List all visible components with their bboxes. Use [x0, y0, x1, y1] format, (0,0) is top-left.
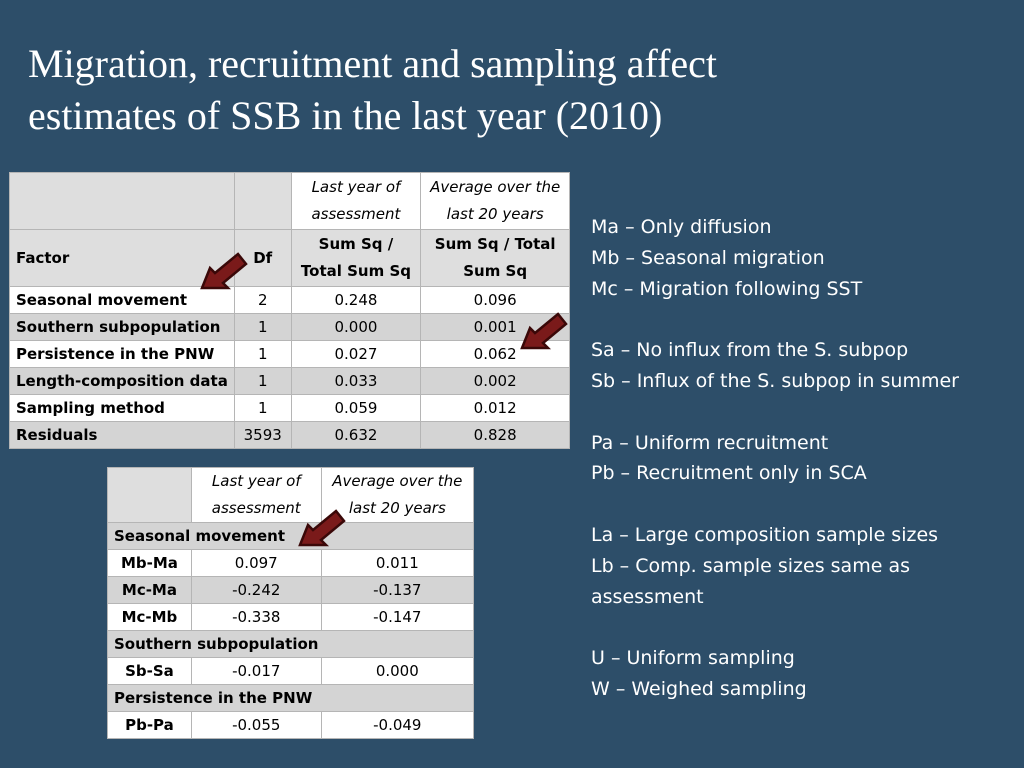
table-row: Residuals 3593 0.632 0.828	[9, 421, 570, 449]
anova-df: 1	[233, 394, 292, 422]
table-row: Mc-Ma -0.242 -0.137	[107, 576, 475, 604]
legend-mb: Mb – Seasonal migration	[591, 246, 825, 269]
table-row: Seasonal movement 2 0.248 0.096	[9, 286, 570, 314]
anova-last: 0.027	[290, 340, 422, 368]
legend-spacer	[591, 304, 1011, 335]
section-southern-subpopulation: Southern subpopulation	[107, 630, 474, 658]
table-row: Sb-Sa -0.017 0.000	[107, 657, 475, 685]
anova-df: 1	[233, 367, 292, 395]
slide-title: Migration, recruitment and sampling affe…	[28, 38, 988, 142]
contrast-label: Mb-Ma	[107, 549, 192, 577]
table-row: Length-composition data 1 0.033 0.002	[9, 367, 570, 395]
anova-last: 0.059	[290, 394, 422, 422]
legend-sb: Sb – Influx of the S. subpop in summer	[591, 369, 959, 392]
contrast-last: 0.097	[190, 549, 322, 577]
legend-w: W – Weighed sampling	[591, 677, 807, 700]
anova-factor: Persistence in the PNW	[9, 340, 235, 368]
anova-header-last-sumsq: Sum Sq / Total Sum Sq	[290, 229, 422, 287]
contrast-avg: -0.049	[320, 711, 475, 739]
anova-header-factor: Factor	[9, 229, 235, 287]
legend-mc: Mc – Migration following SST	[591, 277, 863, 300]
anova-avg: 0.012	[420, 394, 570, 422]
anova-df: 1	[233, 340, 292, 368]
contrast-last: -0.017	[190, 657, 322, 685]
table-row: Southern subpopulation 1 0.000 0.001	[9, 313, 570, 341]
contrast-last: -0.242	[190, 576, 322, 604]
legend-pa: Pa – Uniform recruitment	[591, 431, 829, 454]
legend-la: La – Large composition sample sizes	[591, 523, 939, 546]
anova-header-empty	[9, 172, 235, 230]
table-row: Sampling method 1 0.059 0.012	[9, 394, 570, 422]
contrast-avg: 0.000	[320, 657, 475, 685]
anova-last: 0.632	[290, 421, 422, 449]
contrast-label: Sb-Sa	[107, 657, 192, 685]
legend-pb: Pb – Recruitment only in SCA	[591, 462, 867, 485]
contrast-avg: -0.147	[320, 603, 475, 631]
anova-header-average: Average over the last 20 years	[420, 172, 570, 230]
anova-avg: 0.002	[420, 367, 570, 395]
contrast-label: Mc-Ma	[107, 576, 192, 604]
anova-df: 3593	[233, 421, 292, 449]
anova-header-empty-df	[233, 172, 292, 230]
slide-title-line-1: Migration, recruitment and sampling affe…	[28, 41, 718, 86]
contrast-header-avg: Average over the last 20 years	[320, 467, 475, 523]
section-row: Persistence in the PNW	[107, 684, 474, 712]
contrast-avg: -0.137	[320, 576, 475, 604]
legend-lb-cont: assessment	[591, 585, 704, 608]
legend-spacer	[591, 489, 1011, 520]
arrow-icon	[200, 252, 248, 290]
anova-avg: 0.828	[420, 421, 570, 449]
table-row: Mc-Mb -0.338 -0.147	[107, 603, 475, 631]
anova-header-avg-sumsq: Sum Sq / Total Sum Sq	[420, 229, 570, 287]
anova-avg: 0.062	[420, 340, 570, 368]
table-row: Mb-Ma 0.097 0.011	[107, 549, 475, 577]
anova-factor: Length-composition data	[9, 367, 235, 395]
contrast-label: Mc-Mb	[107, 603, 192, 631]
anova-factor: Residuals	[9, 421, 235, 449]
contrast-header-last: Last year of assessment	[190, 467, 322, 523]
anova-header-last-year: Last year of assessment	[290, 172, 422, 230]
anova-last: 0.248	[290, 286, 422, 314]
arrow-icon	[298, 509, 346, 547]
section-row: Seasonal movement	[107, 522, 474, 550]
anova-last: 0.033	[290, 367, 422, 395]
anova-factor: Sampling method	[9, 394, 235, 422]
section-row: Southern subpopulation	[107, 630, 474, 658]
section-seasonal-movement: Seasonal movement	[107, 522, 474, 550]
anova-factor: Seasonal movement	[9, 286, 235, 314]
legend-spacer	[591, 612, 1011, 643]
contrast-last: -0.338	[190, 603, 322, 631]
legend-sa: Sa – No influx from the S. subpop	[591, 339, 909, 362]
arrow-icon	[520, 312, 568, 350]
legend-spacer	[591, 397, 1011, 428]
table-row: Pb-Pa -0.055 -0.049	[107, 711, 475, 739]
legend-lb: Lb – Comp. sample sizes same as	[591, 554, 910, 577]
anova-df: 1	[233, 313, 292, 341]
contrast-table: Last year of assessment Average over the…	[107, 467, 475, 739]
legend-ma: Ma – Only diffusion	[591, 216, 772, 238]
legend: Ma – Only diffusion Mb – Seasonal migrat…	[591, 212, 1011, 705]
contrast-last: -0.055	[190, 711, 322, 739]
anova-factor: Southern subpopulation	[9, 313, 235, 341]
legend-u: U – Uniform sampling	[591, 647, 795, 670]
contrast-avg: 0.011	[320, 549, 475, 577]
contrast-label: Pb-Pa	[107, 711, 192, 739]
anova-last: 0.000	[290, 313, 422, 341]
anova-table: Last year of assessment Average over the…	[9, 172, 570, 449]
section-persistence-pnw: Persistence in the PNW	[107, 684, 474, 712]
contrast-header-empty	[107, 467, 192, 523]
table-row: Persistence in the PNW 1 0.027 0.062	[9, 340, 570, 368]
slide-title-line-2: estimates of SSB in the last year (2010)	[28, 93, 663, 138]
